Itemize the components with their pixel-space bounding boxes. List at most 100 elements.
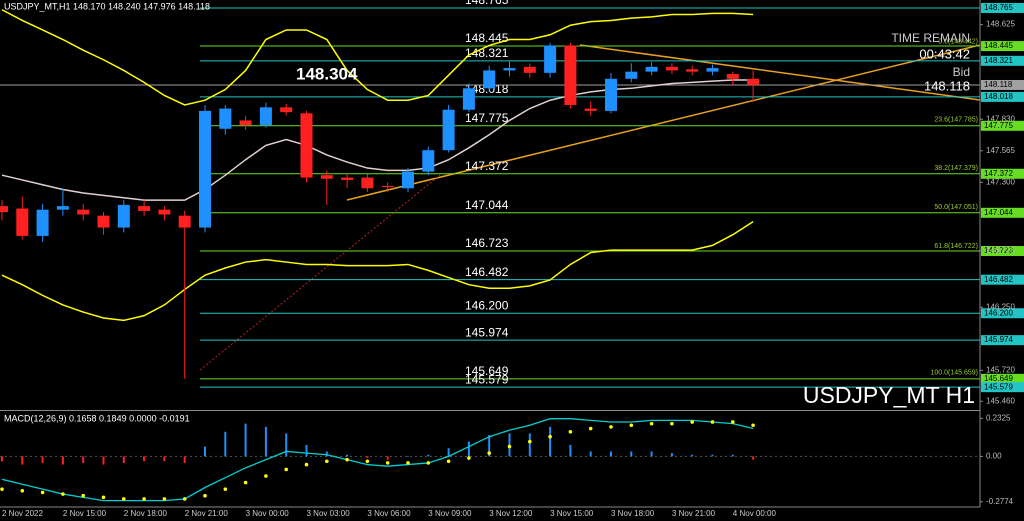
time-remain: 00:43:42 <box>919 46 970 61</box>
x-tick-label: 2 Nov 18:00 <box>124 509 168 518</box>
histogram-bar <box>752 456 755 460</box>
signal-dot <box>325 459 329 464</box>
x-tick-label: 3 Nov 15:00 <box>550 509 594 518</box>
histogram-bar <box>325 451 328 457</box>
level-text: 148.018 <box>465 82 509 96</box>
level-box-label: 145.974 <box>984 335 1013 344</box>
candle-body <box>523 66 536 73</box>
signal-dot <box>385 461 390 465</box>
y-tick-label: 147.830 <box>986 114 1015 123</box>
histogram-bar <box>183 456 186 463</box>
level-box <box>981 373 1024 384</box>
level-box <box>981 168 1024 179</box>
x-tick-label: 4 Nov 00:00 <box>733 509 777 518</box>
histogram-bar <box>386 456 389 460</box>
signal-dot <box>588 426 593 431</box>
histogram-bar <box>488 435 491 457</box>
candle-body <box>564 45 577 105</box>
signal-dot <box>345 457 349 462</box>
histogram-bar <box>589 451 592 457</box>
signal-dot <box>406 461 410 465</box>
level-box <box>981 335 1024 346</box>
histogram-bar <box>264 426 267 457</box>
candle-body <box>0 206 8 213</box>
macd-plot <box>0 418 980 502</box>
signal-dot <box>507 444 512 449</box>
y-tick-label: 145.720 <box>986 365 1015 374</box>
signal-dot <box>467 456 471 460</box>
candle-body <box>422 150 435 172</box>
level-text: 148.765 <box>465 0 509 7</box>
signal-dot <box>122 497 126 501</box>
signal-dot <box>0 487 4 491</box>
candle-body <box>361 177 374 189</box>
level-box <box>981 55 1024 66</box>
level-box <box>981 120 1024 131</box>
x-tick-label: 2 Nov 15:00 <box>63 509 107 518</box>
signal-dot <box>670 421 674 426</box>
x-tick-label: 3 Nov 00:00 <box>246 509 290 518</box>
histogram-bar <box>569 444 572 457</box>
signal-dot <box>182 497 187 501</box>
y-tick-label: 147.300 <box>986 177 1015 186</box>
fib-label: 50.0(147.051) <box>934 204 978 211</box>
level-text: 145.579 <box>465 372 509 386</box>
histogram-bar <box>305 444 308 457</box>
level-text: 147.372 <box>465 159 509 173</box>
histogram-bar <box>711 454 714 457</box>
signal-dot <box>446 459 451 464</box>
signal-dot <box>40 490 45 495</box>
x-tick-label: 2 Nov 21:00 <box>185 509 229 518</box>
candle-body <box>706 68 719 72</box>
price-label: 148.304 <box>296 64 358 83</box>
level-text: 147.044 <box>465 198 509 212</box>
y-tick-label: 0.00 <box>986 451 1002 460</box>
level-box <box>981 91 1024 102</box>
candle-body <box>584 108 597 111</box>
level-box-label: 148.018 <box>984 92 1013 101</box>
histogram-bar <box>224 431 227 457</box>
level-text: 147.775 <box>465 111 509 125</box>
indicator-line <box>1 79 754 201</box>
level-box-label: 147.775 <box>984 121 1013 130</box>
signal-dot <box>751 423 755 428</box>
signal-dot <box>243 480 248 485</box>
histogram-bar <box>122 456 125 463</box>
signal-dot <box>223 487 228 491</box>
macd-line <box>1 418 754 502</box>
indicator-line <box>1 9 754 106</box>
y-tick-label: 145.460 <box>986 396 1015 405</box>
chart-title: USDJPY_MT,H1 148.170 148.240 147.976 148… <box>4 1 210 11</box>
candle-body <box>747 78 760 85</box>
level-box <box>981 207 1024 218</box>
histogram-bar <box>407 456 409 457</box>
histogram-bar <box>549 426 552 457</box>
x-tick-label: 3 Nov 09:00 <box>428 509 472 518</box>
level-box <box>981 274 1024 285</box>
candle-body <box>138 206 151 211</box>
signal-dot <box>548 434 552 439</box>
histogram-bar <box>82 456 85 463</box>
fib-label: 23.6(147.785) <box>934 116 978 123</box>
signal-dot <box>81 493 85 498</box>
signal-dot <box>365 459 370 464</box>
y-tick-label: 146.725 <box>986 246 1015 255</box>
candle-body <box>625 71 638 79</box>
signal-dot <box>609 425 613 429</box>
histogram-bar <box>285 433 288 457</box>
candle-body <box>605 78 617 111</box>
level-box-label: 146.200 <box>984 308 1013 317</box>
level-box <box>981 382 1024 393</box>
x-tick-label: 3 Nov 06:00 <box>367 509 411 518</box>
histogram-bar <box>731 454 734 457</box>
x-tick-label: 3 Nov 18:00 <box>611 509 655 518</box>
histogram-bar <box>21 456 24 465</box>
candle-body <box>402 171 414 189</box>
y-tick-label: 0.2325 <box>986 413 1011 422</box>
histogram-bar <box>346 454 349 457</box>
x-tick-label: 3 Nov 03:00 <box>307 509 351 518</box>
candle-body <box>686 69 699 72</box>
fib-label: 61.8(146.722) <box>934 243 978 250</box>
